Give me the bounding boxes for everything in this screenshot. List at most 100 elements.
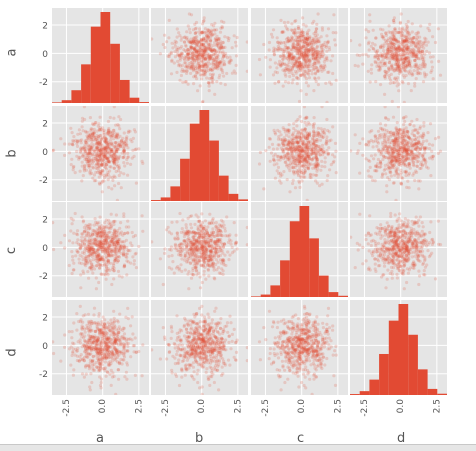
scatter-point [383,128,386,131]
scatter-point [202,66,205,69]
scatter-point [59,137,62,140]
scatter-point [403,58,406,61]
scatter-point [384,70,387,73]
scatter-point [81,155,84,158]
scatter-point [103,146,106,149]
scatter-point [226,250,229,253]
scatter-point [51,221,54,224]
scatter-point [269,160,272,163]
scatter-point [307,73,310,76]
scatter-point [78,128,81,131]
scatter-point [99,216,102,219]
scatter-point [305,93,308,96]
scatter-point [129,262,132,265]
scatter-point [307,84,310,87]
scatter-point [68,239,71,242]
scatter-point [204,58,207,61]
scatter-point [416,165,419,168]
scatter-point [388,76,391,79]
scatter-point [217,244,220,247]
scatter-point [81,255,84,258]
scatter-point [103,155,106,158]
scatter-point [123,265,126,268]
scatter-point [76,238,79,241]
scatter-point [408,172,411,175]
scatter-point [111,238,114,241]
scatter-point [258,58,261,61]
scatter-point [303,117,306,120]
scatter-point [70,163,73,166]
scatter-point [367,70,370,73]
scatter-point [389,170,392,173]
scatter-point [180,250,183,253]
hist-bar-a-7 [120,80,130,103]
scatter-point [90,142,93,145]
scatter-point [291,163,294,166]
scatter-point [96,155,99,158]
scatter-point [374,50,377,53]
scatter-point [416,131,419,134]
hist-bar-c-4 [290,221,300,297]
scatter-point [302,57,305,60]
scatter-point [268,137,271,140]
scatter-point [404,164,407,167]
scatter-point [390,46,393,49]
scatter-point [271,36,274,39]
scatter-point [291,143,294,146]
scatter-point [381,28,384,31]
scatter-point [283,50,286,53]
scatter-point [194,27,197,30]
scatter-point [326,71,329,74]
scatter-point [316,165,319,168]
scatter-point [320,105,323,108]
hist-bar-b-4 [190,124,200,201]
scatter-point [431,35,434,38]
hist-bar-b-3 [180,159,190,201]
scatter-point [207,69,210,72]
scatter-point [113,167,116,170]
scatter-point [416,43,419,46]
hist-bar-b-2 [170,186,180,201]
scatter-point [93,224,96,227]
scatter-point [320,160,323,163]
scatter-point [298,186,301,189]
scatter-point [288,169,291,172]
scatter-point [269,58,272,61]
scatter-point [324,161,327,164]
scatter-point [98,254,101,257]
scatter-point [170,59,173,62]
scatter-point [201,240,204,243]
scatter-point [316,46,319,49]
scatter-point [419,24,422,27]
scatter-point [208,62,211,65]
scatter-point [150,37,153,40]
scatter-point [385,54,388,57]
scatter-point [127,131,130,134]
scatter-point [201,54,204,57]
scatter-point [298,54,301,57]
scatter-point [207,29,210,32]
scatter-point [383,134,386,137]
scatter-point [206,232,209,235]
scatter-point [297,27,300,30]
scatter-point [288,56,291,59]
scatter-point [272,28,275,31]
scatter-point [321,183,324,186]
scatter-point [306,38,309,41]
scatter-point [110,283,113,286]
scatter-point [197,220,200,223]
scatter-point [220,267,223,270]
scatter-point [396,81,399,84]
scatter-point [315,153,318,156]
scatter-point [195,45,198,48]
scatter-point [192,244,195,247]
scatter-point [213,253,216,256]
scatter-point [83,239,86,242]
scatter-point [305,50,308,53]
scatter-point [163,247,166,250]
scatter-point [76,229,79,232]
scatter-point [321,144,324,147]
scatter-point [421,146,424,149]
scatter-point [99,240,102,243]
scatter-point [289,48,292,51]
